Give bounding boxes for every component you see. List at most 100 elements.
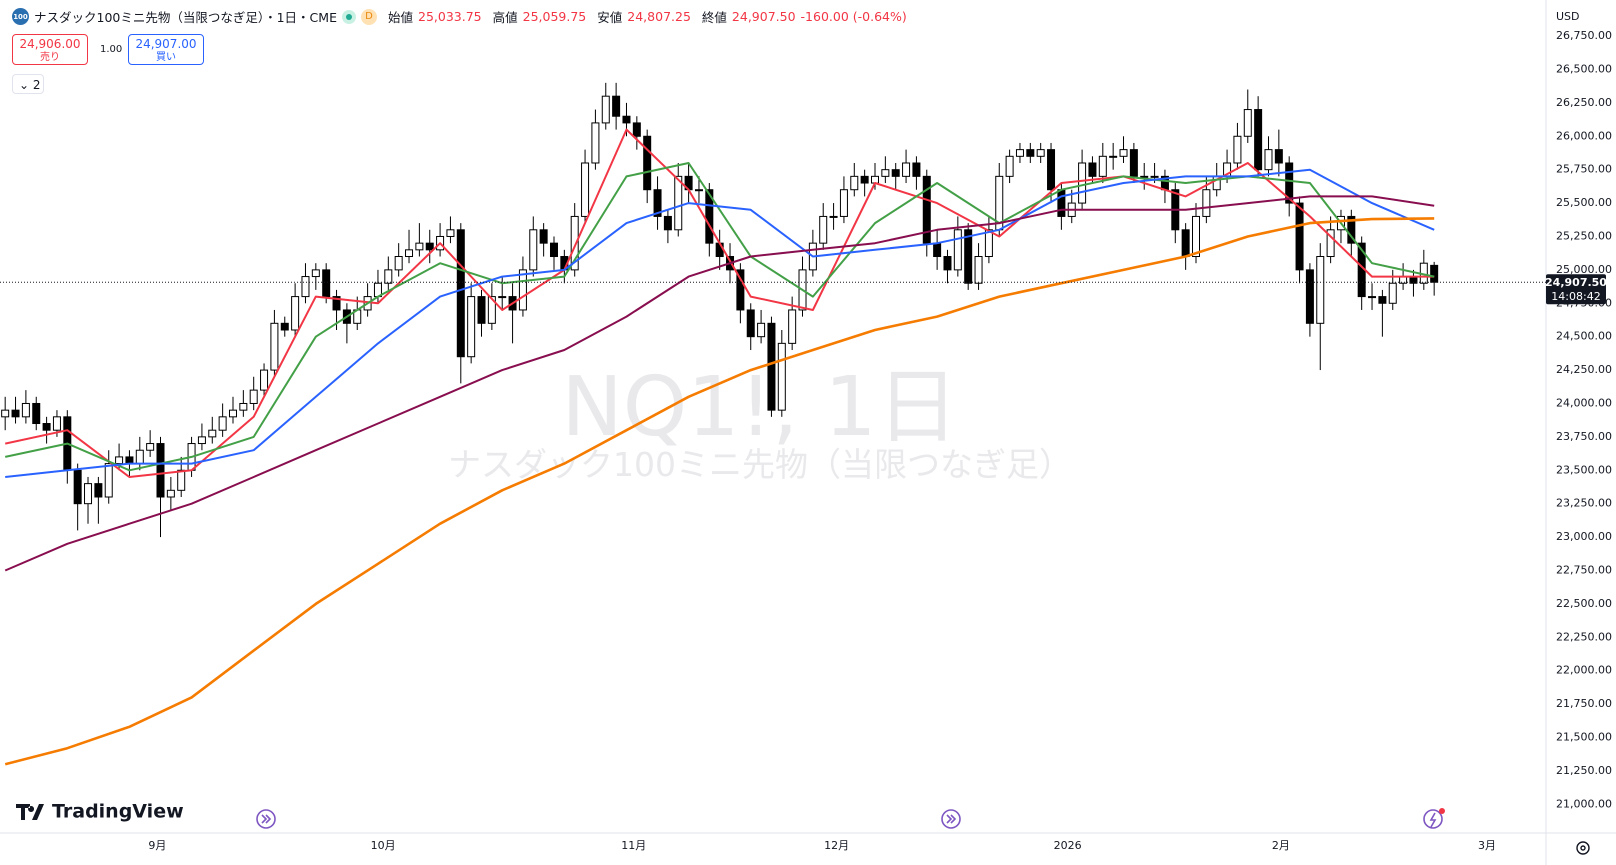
sell-label: 売り (40, 52, 60, 63)
event-dot (1439, 808, 1445, 814)
candle-body (322, 269, 331, 298)
candle-body (1150, 175, 1159, 178)
high-value: 25,059.75 (522, 9, 587, 24)
candle-body (570, 215, 579, 271)
x-tick-label: 11月 (621, 839, 646, 852)
candle-body (1181, 229, 1190, 258)
candle-body (260, 369, 269, 391)
brand-logo: TradingView (16, 801, 184, 823)
sell-button[interactable]: 24,906.00 売り (12, 34, 88, 65)
y-tick-label: 24,500.00 (1556, 330, 1612, 343)
candle-body (1129, 149, 1138, 177)
candle-body (663, 215, 672, 231)
candle-body (757, 322, 766, 338)
y-tick-label: 23,250.00 (1556, 497, 1612, 510)
y-tick-label: 25,000.00 (1556, 263, 1612, 276)
buy-button[interactable]: 24,907.00 買い (128, 34, 204, 65)
candle-body (1295, 202, 1304, 271)
candle-body (291, 296, 300, 331)
candle-body (829, 215, 838, 218)
candle-body (11, 409, 20, 418)
candle-body (1316, 256, 1325, 324)
candle-body (1326, 229, 1335, 258)
candle-body (477, 296, 486, 324)
candle-body (881, 169, 890, 177)
y-tick-label: 22,000.00 (1556, 664, 1612, 677)
moving-average (4, 195, 1435, 572)
candle-body (21, 402, 30, 418)
candle-body (1057, 189, 1066, 217)
candle-body (632, 122, 641, 137)
currency: USD (1556, 10, 1580, 23)
y-tick-label: 24,000.00 (1556, 396, 1612, 409)
event-icons (256, 809, 1443, 829)
x-tick-label: 12月 (824, 839, 849, 852)
candle-body (405, 249, 414, 258)
candle-body (1430, 264, 1439, 283)
candle-body (933, 242, 942, 258)
low-label: 安値 (597, 10, 623, 25)
open-value: 25,033.75 (418, 9, 482, 24)
candle-body (902, 162, 911, 177)
candle-body (456, 229, 465, 358)
candle-body (653, 189, 662, 217)
candle-body (394, 256, 403, 271)
settings-icon[interactable] (1576, 841, 1590, 855)
candle-body (1192, 215, 1201, 258)
candle-body (850, 175, 859, 191)
candle-body (1388, 282, 1397, 304)
candle-body (135, 449, 144, 465)
indicator-toggle[interactable]: ⌄ 2 (12, 74, 44, 94)
symbol-title[interactable]: ナスダック100ミニ先物（当限つなぎ足）・1日・CME (34, 10, 337, 25)
indicator-count: 2 (32, 78, 41, 92)
moving-average (4, 217, 1435, 766)
y-tick-label: 24,250.00 (1556, 363, 1612, 376)
candle-body (166, 489, 175, 498)
last-price-label: 24,907.50 (1545, 276, 1607, 289)
quantity[interactable]: 1.00 (100, 44, 123, 55)
candle-body (125, 456, 134, 465)
candle-body (819, 215, 828, 244)
candle-body (549, 242, 558, 258)
y-tick-label: 25,250.00 (1556, 229, 1612, 242)
moving-average (4, 162, 1435, 472)
candle-body (446, 229, 455, 237)
candle-body (622, 115, 631, 124)
candle-body (1119, 149, 1128, 157)
candle-body (953, 229, 962, 271)
candle-body (32, 402, 41, 425)
candle-body (1368, 296, 1377, 299)
candle-body (529, 229, 538, 271)
candle-body (94, 483, 103, 498)
candle-body (736, 269, 745, 311)
candle-body (208, 429, 217, 438)
candle-body (498, 296, 507, 299)
y-tick-label: 26,750.00 (1556, 29, 1612, 42)
candle-body (705, 189, 714, 244)
candle-body (1036, 149, 1045, 157)
candle-body (1243, 109, 1252, 137)
candle-body (767, 322, 776, 411)
candle-body (1, 409, 10, 418)
candle-body (964, 229, 973, 284)
interval-chip: D (360, 8, 377, 25)
candle-body (601, 95, 610, 124)
candle-body (239, 402, 248, 411)
candle-body (922, 175, 931, 244)
high-label: 高値 (492, 10, 518, 25)
candle-body (311, 269, 320, 278)
candle-body (912, 162, 921, 177)
low-value: 24,807.25 (627, 9, 691, 24)
candle-body (1015, 149, 1024, 157)
candle-body (839, 189, 848, 217)
candle-body (270, 322, 279, 371)
candle-body (674, 175, 683, 231)
candle-body (197, 436, 206, 445)
candle-body (1109, 155, 1118, 158)
candle-body (1088, 162, 1097, 177)
candle-body (332, 296, 341, 311)
candle-body (1026, 149, 1035, 157)
candle-body (415, 242, 424, 251)
candle-body (518, 269, 527, 311)
